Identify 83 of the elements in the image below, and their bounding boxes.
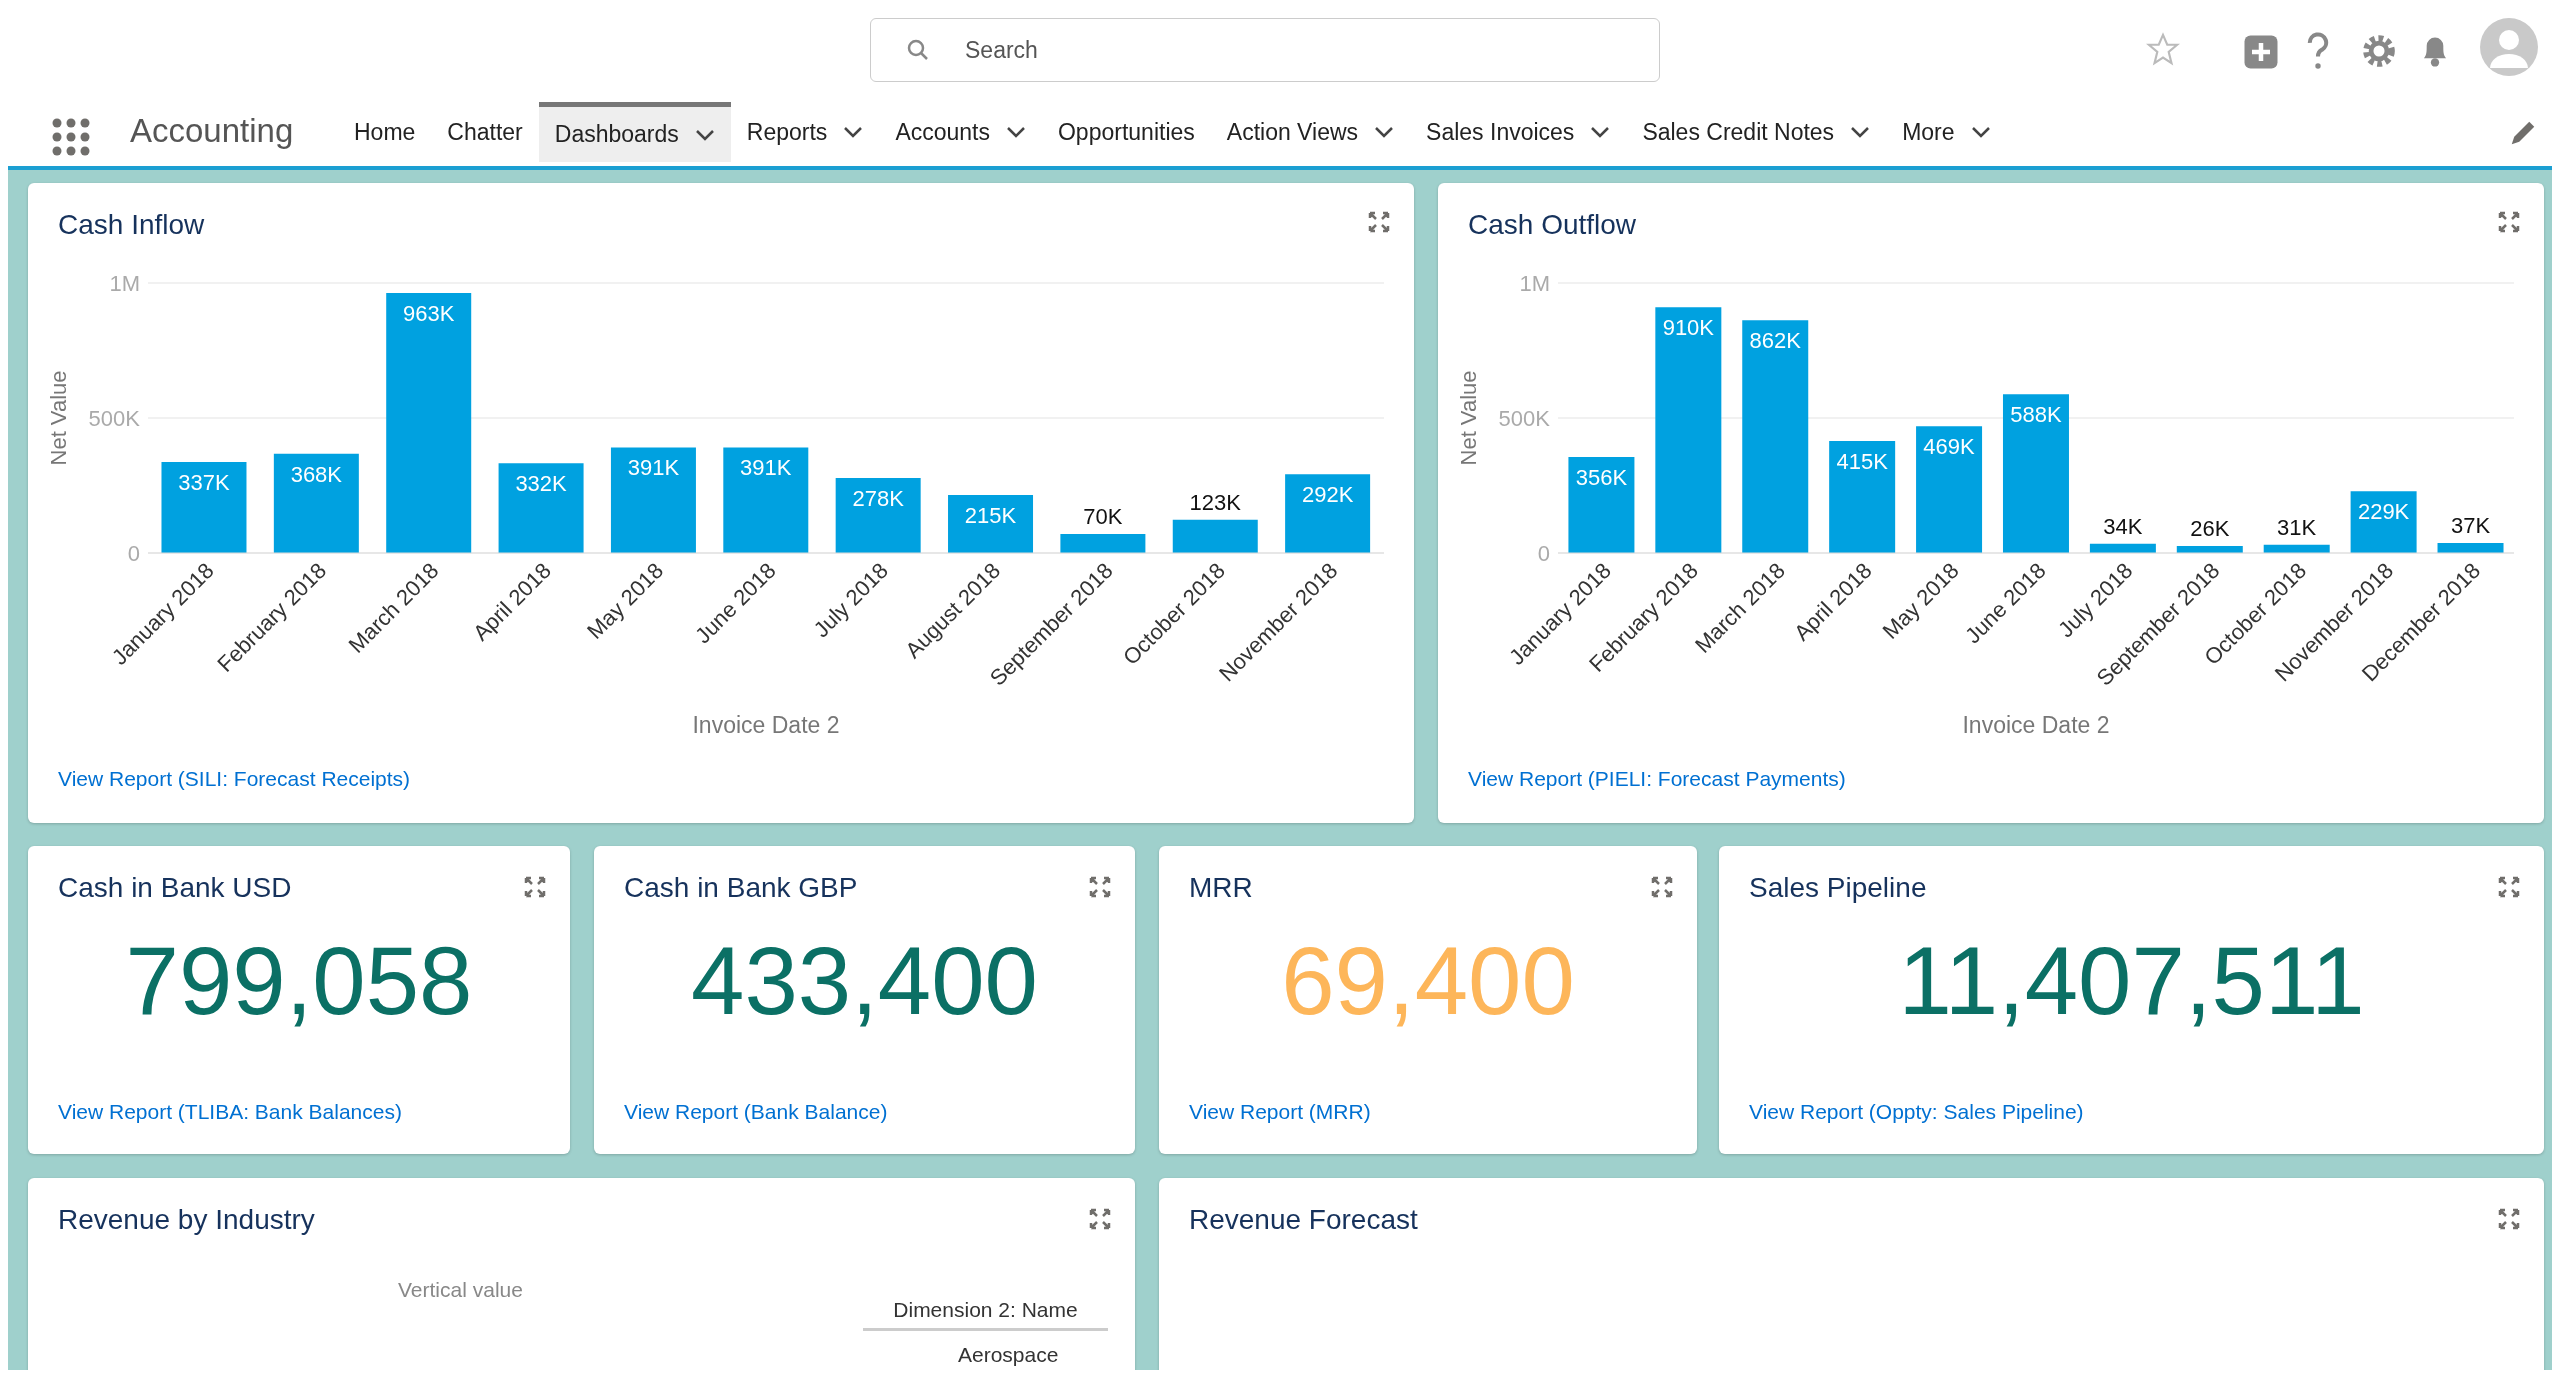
text: View Report (PIELI: Forecast Payments) (1468, 767, 1846, 791)
text: 799,058 (124, 926, 474, 1036)
x-axis-title: Invoice Date 2 (1962, 712, 2110, 738)
text: More (1901, 117, 1956, 147)
text: View Report (Oppty: Sales Pipeline) (1749, 1100, 2084, 1124)
bar (498, 463, 584, 553)
text: Sales Pipeline (1749, 872, 1927, 904)
data-label: 469K (1923, 434, 1976, 460)
text: Home (353, 117, 417, 147)
text: Vertical value (398, 1278, 523, 1302)
bar (1829, 440, 1896, 553)
bar (2437, 543, 2504, 553)
chart-title: Cash Outflow (1468, 209, 1637, 241)
text: Search (965, 37, 1038, 64)
data-label: 70K (1083, 504, 1123, 530)
text: Sales Invoices (1425, 117, 1576, 147)
data-label: 963K (403, 300, 455, 326)
bar (1060, 534, 1146, 553)
y-tick-label: 500K (1498, 405, 1551, 431)
data-label: 34K (2103, 513, 2143, 539)
text: 433,400 (690, 926, 1039, 1036)
y-tick-label: 0 (127, 540, 140, 566)
data-label: 26K (2190, 515, 2230, 541)
data-label: 292K (1301, 482, 1354, 508)
text: Dimension 2: Name (863, 1298, 1108, 1331)
bar (835, 477, 921, 553)
data-label: 278K (852, 485, 905, 511)
text: Opportunities (1057, 117, 1196, 147)
text: Chatter (446, 117, 524, 147)
bar (948, 494, 1034, 553)
data-label: 391K (627, 455, 680, 481)
bar (386, 292, 472, 553)
text: Accounts (894, 117, 991, 147)
data-label: 229K (2357, 499, 2410, 525)
x-axis-title: Invoice Date 2 (692, 712, 840, 738)
bar (273, 453, 359, 553)
y-tick-label: 0 (1537, 540, 1550, 566)
chart-title: Cash Inflow (58, 209, 205, 241)
bar (1568, 456, 1635, 553)
bar (1172, 519, 1258, 553)
y-tick-label: 1M (1519, 270, 1550, 296)
text: View Report (TLIBA: Bank Balances) (58, 1100, 402, 1124)
y-tick-label: 500K (88, 405, 141, 431)
bar (1285, 474, 1371, 553)
bar (610, 447, 696, 553)
text: Action Views (1225, 117, 1360, 147)
text: Revenue by Industry (58, 1204, 315, 1236)
text: View Report (MRR) (1189, 1100, 1371, 1124)
bar (1916, 426, 1983, 553)
text: Reports (745, 117, 829, 147)
text: Cash in Bank GBP (624, 872, 858, 904)
y-axis-title: Net Value (45, 370, 71, 466)
data-label: 37K (2450, 513, 2491, 539)
bar (1655, 307, 1722, 553)
data-label: 415K (1836, 448, 1889, 474)
text: Cash in Bank USD (58, 872, 292, 904)
data-label: 215K (964, 502, 1017, 528)
data-label: 391K (740, 455, 792, 481)
data-label: 123K (1189, 489, 1242, 515)
data-label: 588K (2010, 402, 2062, 428)
bar (2002, 394, 2069, 553)
data-label: 910K (1662, 315, 1715, 341)
bar (161, 462, 247, 553)
text: Dashboards (538, 102, 731, 162)
text: Sales Credit Notes (1641, 117, 1836, 147)
data-label: 862K (1749, 328, 1802, 354)
text: View Report (SILI: Forecast Receipts) (58, 767, 411, 791)
bar (1742, 320, 1809, 553)
text: MRR (1189, 872, 1253, 904)
data-label: 368K (290, 461, 343, 487)
y-tick-label: 1M (109, 270, 140, 296)
text: Aerospace (958, 1343, 1059, 1367)
data-label: 332K (515, 471, 568, 497)
y-axis-title: Net Value (1455, 370, 1481, 466)
text: Revenue Forecast (1189, 1204, 1418, 1236)
bar (723, 447, 809, 553)
text: Accounting (130, 112, 294, 150)
data-label: 31K (2277, 514, 2317, 540)
data-label: 337K (178, 470, 230, 496)
text: View Report (Bank Balance) (624, 1100, 888, 1124)
data-label: 356K (1575, 464, 1628, 490)
text: 11,407,511 (1897, 926, 2366, 1036)
text: 69,400 (1280, 926, 1576, 1036)
